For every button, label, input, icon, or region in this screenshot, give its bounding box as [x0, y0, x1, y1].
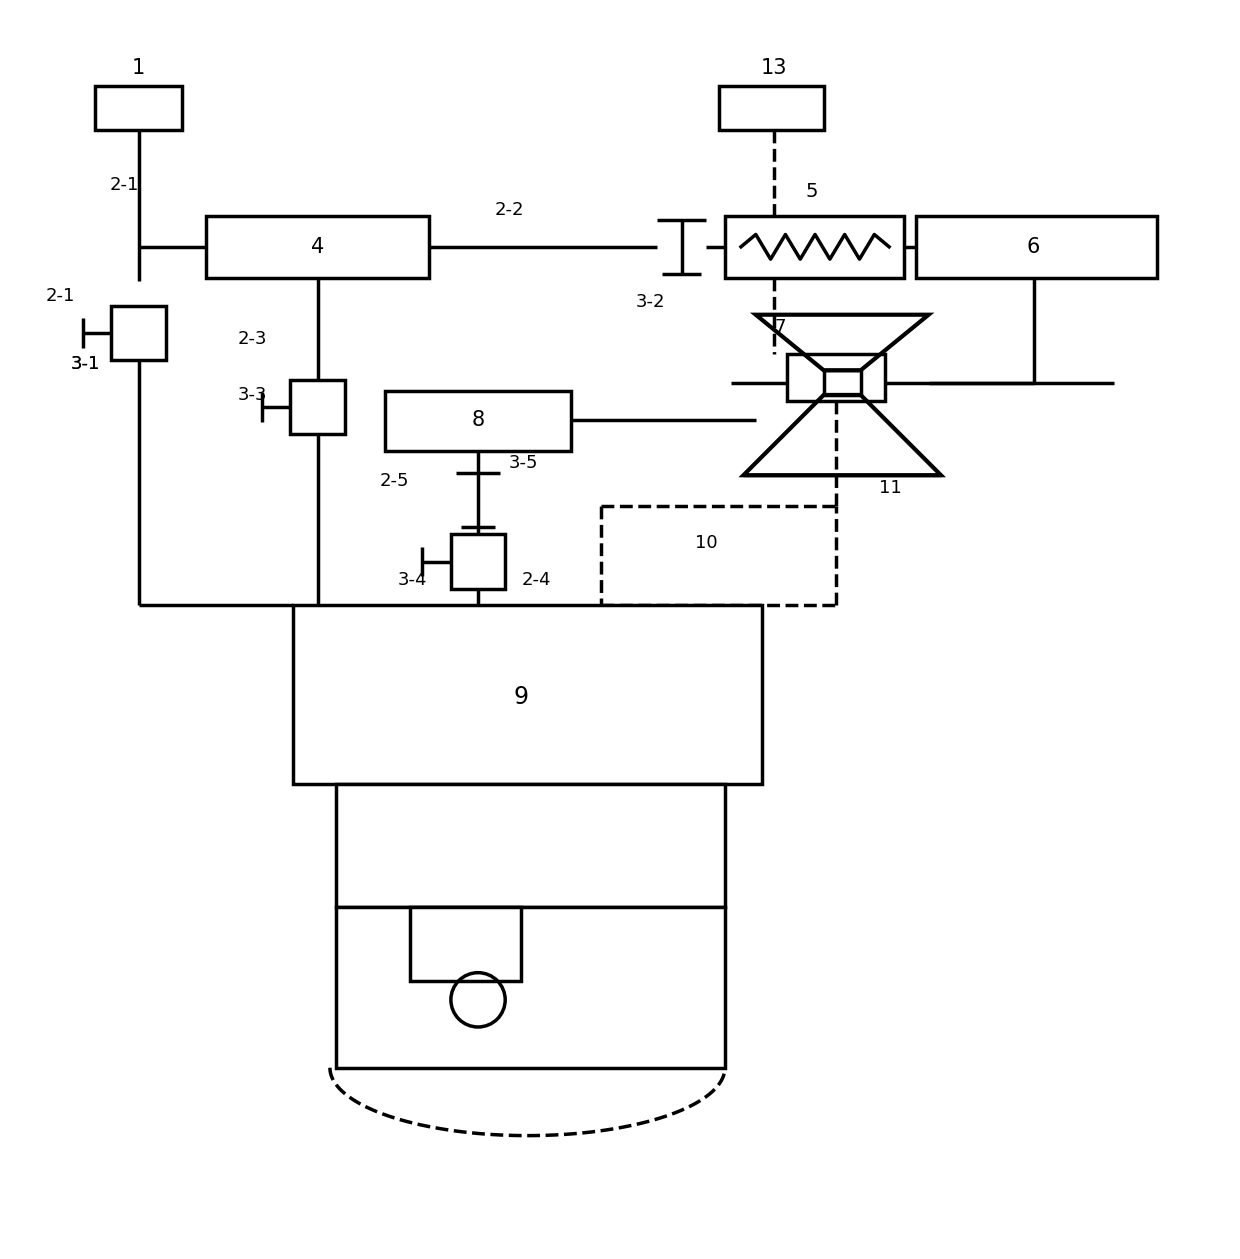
- Bar: [290, 380, 345, 434]
- Text: 2-1: 2-1: [109, 176, 139, 194]
- Bar: [719, 87, 823, 130]
- Bar: [386, 392, 570, 451]
- Text: 11: 11: [879, 478, 901, 496]
- Text: 3-5: 3-5: [508, 453, 538, 472]
- Text: 3-3: 3-3: [237, 387, 267, 404]
- Bar: [823, 370, 861, 395]
- Text: 9: 9: [513, 685, 528, 709]
- Bar: [207, 217, 429, 278]
- Text: 8: 8: [471, 409, 485, 429]
- Text: 6: 6: [1027, 237, 1040, 257]
- Text: 4: 4: [311, 237, 324, 257]
- Text: 7: 7: [774, 319, 786, 336]
- Bar: [95, 87, 182, 130]
- Text: 3-1: 3-1: [71, 355, 100, 373]
- Text: 2-4: 2-4: [521, 572, 551, 589]
- Bar: [112, 306, 166, 360]
- Text: 2-3: 2-3: [237, 330, 267, 349]
- Text: 2-1: 2-1: [46, 287, 76, 305]
- Bar: [786, 354, 885, 402]
- Bar: [451, 535, 505, 589]
- Bar: [336, 784, 725, 908]
- Bar: [336, 908, 725, 1068]
- Text: 10: 10: [696, 534, 718, 553]
- Bar: [725, 217, 904, 278]
- Text: 13: 13: [761, 58, 787, 78]
- Text: 12: 12: [825, 369, 847, 387]
- Text: 3-1: 3-1: [71, 355, 100, 373]
- Text: 3-2: 3-2: [636, 293, 666, 311]
- Text: 2-5: 2-5: [379, 472, 409, 490]
- Text: 2-2: 2-2: [495, 200, 523, 219]
- Bar: [293, 604, 761, 784]
- Text: 1: 1: [131, 58, 145, 78]
- Text: 3-4: 3-4: [398, 572, 428, 589]
- Bar: [916, 217, 1157, 278]
- Bar: [410, 908, 521, 981]
- Text: 5: 5: [805, 181, 817, 200]
